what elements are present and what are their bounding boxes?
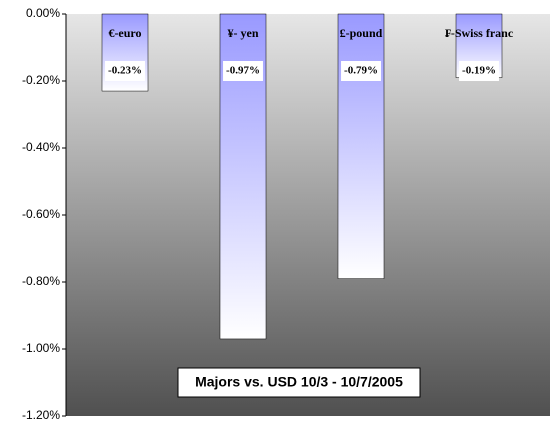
y-tick-label: -0.60%	[22, 207, 60, 221]
y-tick-label: 0.00%	[26, 6, 60, 20]
y-tick-label: -0.40%	[22, 140, 60, 154]
value-label: -0.23%	[108, 65, 142, 77]
y-tick-label: -1.00%	[22, 341, 60, 355]
chart-title: Majors vs. USD 10/3 - 10/7/2005	[195, 374, 403, 390]
value-label-box	[105, 61, 145, 81]
value-label-box	[459, 61, 499, 81]
bar	[337, 13, 385, 279]
category-label: €-euro	[108, 26, 141, 40]
y-tick-label: -0.80%	[22, 274, 60, 288]
value-label: -0.97%	[226, 65, 260, 77]
category-label: ¥- yen	[228, 26, 259, 40]
value-label: -0.19%	[462, 65, 496, 77]
value-label-box	[341, 61, 381, 81]
title-box	[177, 367, 421, 398]
value-label: -0.79%	[344, 65, 378, 77]
category-label: ₣-Swiss franc	[445, 26, 514, 40]
value-label-box	[223, 61, 263, 81]
category-label: £-pound	[340, 26, 383, 40]
y-tick-label: -1.20%	[22, 408, 60, 422]
y-tick-label: -0.20%	[22, 73, 60, 87]
